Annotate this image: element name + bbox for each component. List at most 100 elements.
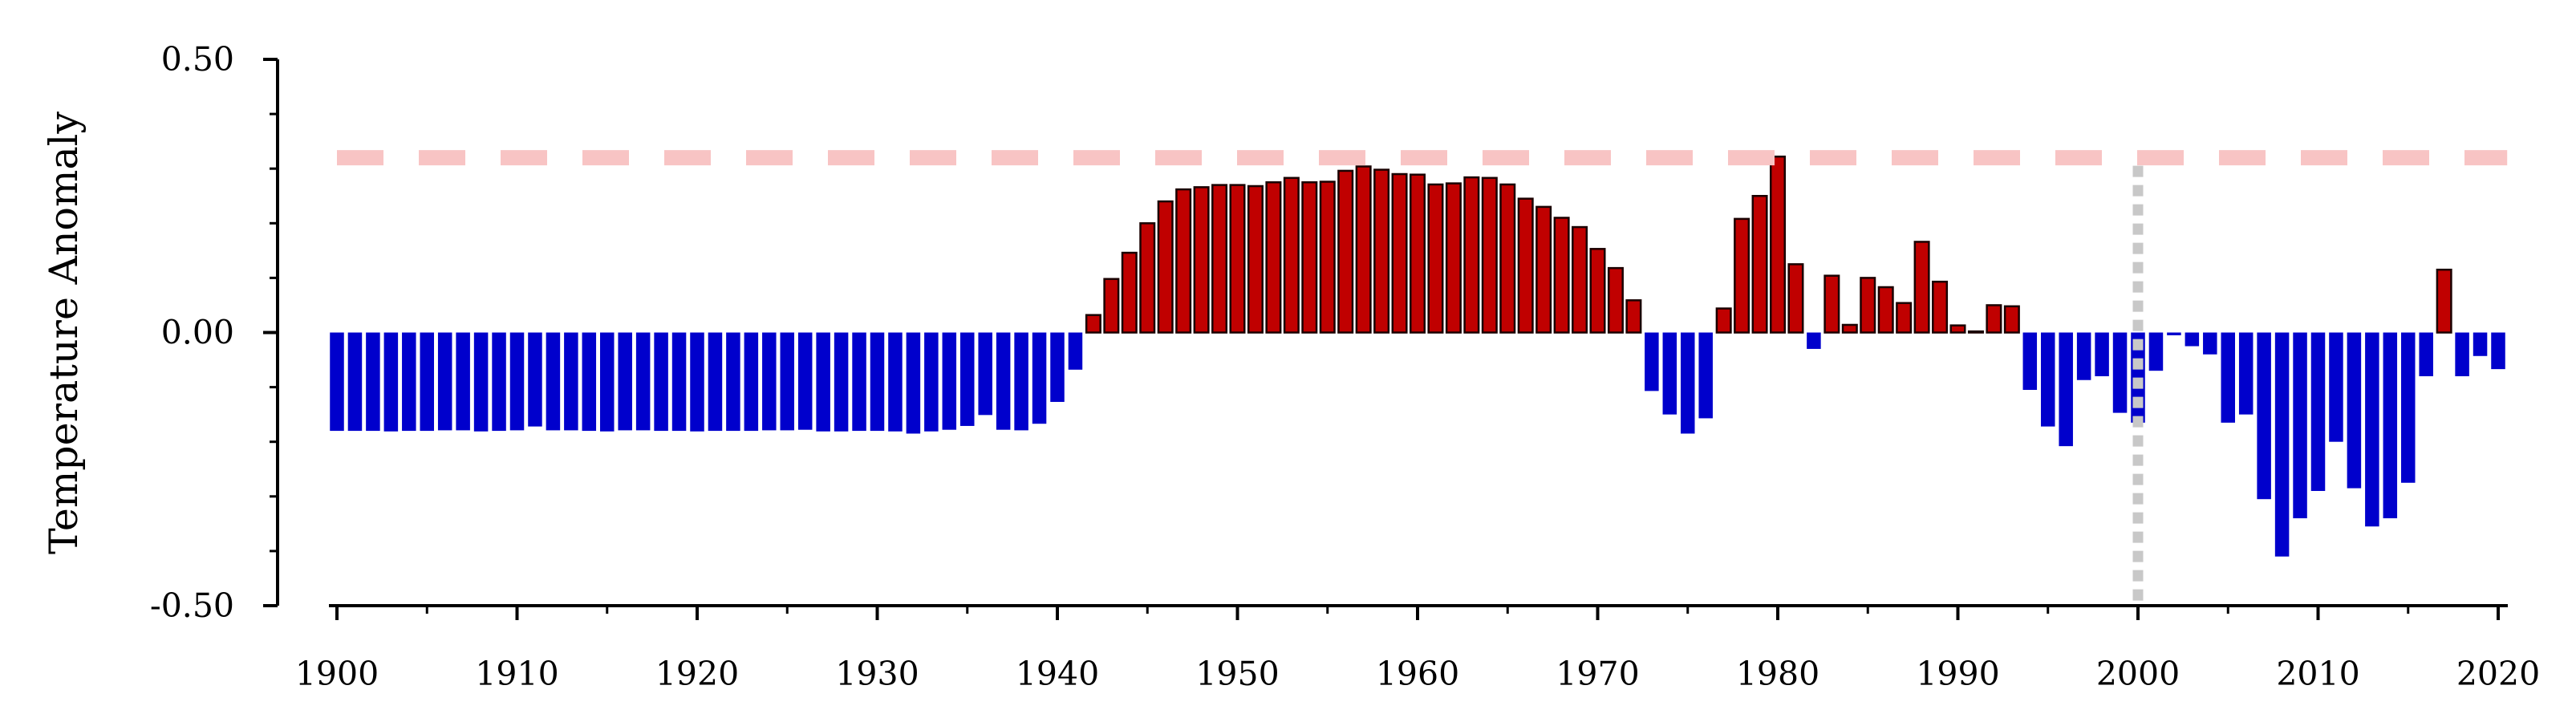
x-tick-label-6: 1960 xyxy=(1376,655,1459,693)
bar-1988 xyxy=(1913,241,1930,334)
bar-1919 xyxy=(671,332,687,432)
bar-1952 xyxy=(1265,180,1282,334)
bar-1966 xyxy=(1517,197,1534,334)
bar-1924 xyxy=(762,332,777,431)
bar-1916 xyxy=(618,332,632,431)
bar-1972 xyxy=(1625,299,1642,334)
bar-1949 xyxy=(1211,184,1228,334)
bar-1901 xyxy=(347,332,363,432)
bar-1943 xyxy=(1103,278,1120,334)
bar-1971 xyxy=(1607,266,1624,334)
bar-1911 xyxy=(528,332,542,427)
bar-1926 xyxy=(797,332,813,430)
bar-2014 xyxy=(2383,332,2398,519)
bar-1907 xyxy=(456,332,470,431)
x-tick-label-8: 1980 xyxy=(1736,655,1819,693)
bar-1909 xyxy=(492,332,506,432)
bar-1998 xyxy=(2095,332,2109,376)
bar-1920 xyxy=(690,332,704,432)
bar-1917 xyxy=(635,332,651,431)
bar-1977 xyxy=(1715,307,1732,334)
bar-1904 xyxy=(402,332,416,432)
bar-2010 xyxy=(2310,332,2326,491)
bar-2007 xyxy=(2257,332,2271,500)
bar-1900 xyxy=(330,332,344,432)
x-tick-label-4: 1940 xyxy=(1016,655,1099,693)
bar-2003 xyxy=(2185,332,2200,347)
y-axis-title: Temperature Anomaly xyxy=(41,112,87,554)
bar-1950 xyxy=(1229,184,1246,334)
bar-1989 xyxy=(1932,280,1949,334)
bar-1990 xyxy=(1949,324,1966,334)
bar-1978 xyxy=(1734,217,1750,334)
bar-1973 xyxy=(1645,332,1659,391)
x-tick-label-7: 1970 xyxy=(1556,655,1639,693)
bars-layer xyxy=(330,155,2505,557)
x-tick-label-2: 1920 xyxy=(655,655,739,693)
bar-1976 xyxy=(1698,332,1713,419)
x-tick-label-12: 2020 xyxy=(2456,655,2540,693)
bar-1944 xyxy=(1121,251,1138,334)
x-tick-label-9: 1990 xyxy=(1916,655,1999,693)
bar-1963 xyxy=(1463,176,1480,334)
y-tick-label-2: 0.50 xyxy=(161,40,234,79)
x-tick-label-5: 1950 xyxy=(1195,655,1279,693)
bar-1979 xyxy=(1751,195,1768,334)
bar-1915 xyxy=(599,332,615,432)
bar-2009 xyxy=(2293,332,2307,519)
bar-1986 xyxy=(1877,286,1894,334)
bar-1970 xyxy=(1589,248,1606,334)
bar-1996 xyxy=(2059,332,2073,447)
bar-1913 xyxy=(564,332,578,431)
bar-1974 xyxy=(1662,332,1677,415)
bar-1934 xyxy=(942,332,957,430)
bar-2001 xyxy=(2148,332,2164,371)
bar-1942 xyxy=(1085,314,1101,334)
bar-2002 xyxy=(2167,332,2181,335)
bar-1995 xyxy=(2040,332,2055,427)
bar-1983 xyxy=(1823,274,1840,334)
bar-1932 xyxy=(906,332,921,434)
bar-1953 xyxy=(1283,176,1300,334)
bar-1918 xyxy=(654,332,668,432)
bar-1997 xyxy=(2076,332,2091,380)
bar-2016 xyxy=(2419,332,2433,376)
bar-1930 xyxy=(870,332,885,432)
overlays-layer xyxy=(337,150,2508,601)
x-tick-label-10: 2000 xyxy=(2096,655,2180,693)
bar-1925 xyxy=(780,332,795,431)
bar-1938 xyxy=(1014,332,1028,431)
bar-1985 xyxy=(1860,277,1876,334)
bar-1960 xyxy=(1409,173,1426,334)
bar-1905 xyxy=(420,332,435,432)
bar-1941 xyxy=(1068,332,1083,370)
bar-1908 xyxy=(473,332,489,432)
bar-1935 xyxy=(959,332,975,426)
bar-2011 xyxy=(2329,332,2343,442)
x-tick-label-3: 1930 xyxy=(835,655,919,693)
bar-1968 xyxy=(1553,217,1570,334)
bar-2008 xyxy=(2274,332,2290,557)
bar-1945 xyxy=(1139,222,1156,334)
bar-1962 xyxy=(1445,182,1462,334)
bar-1961 xyxy=(1427,183,1444,334)
bar-1975 xyxy=(1680,332,1695,434)
axes-layer: -0.50 0.00 0.50 1900 1910 1920 1930 1940 1950 196… xyxy=(150,40,2540,693)
x-tick-label-0: 1900 xyxy=(295,655,379,693)
bar-1951 xyxy=(1247,185,1264,334)
bar-1957 xyxy=(1355,165,1372,334)
bar-1958 xyxy=(1373,168,1390,334)
bar-1955 xyxy=(1319,180,1336,334)
x-tick-label-11: 2010 xyxy=(2276,655,2359,693)
bar-1956 xyxy=(1337,169,1354,334)
bar-2004 xyxy=(2203,332,2217,355)
bar-2015 xyxy=(2400,332,2416,483)
bar-2020 xyxy=(2491,332,2505,370)
x-tick-label-1: 1910 xyxy=(475,655,558,693)
bar-1992 xyxy=(1986,304,2002,334)
bar-1902 xyxy=(366,332,380,432)
bar-1923 xyxy=(744,332,759,432)
bar-1922 xyxy=(726,332,740,432)
bar-1982 xyxy=(1807,332,1821,349)
bar-1948 xyxy=(1193,186,1210,334)
